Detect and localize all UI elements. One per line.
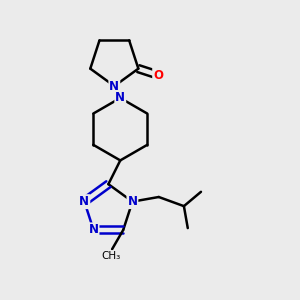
Text: N: N [128,195,137,208]
Text: CH₃: CH₃ [101,251,120,261]
Text: N: N [109,80,119,93]
Text: O: O [153,69,163,82]
Text: N: N [88,224,98,236]
Text: N: N [80,195,89,208]
Text: N: N [115,92,125,104]
